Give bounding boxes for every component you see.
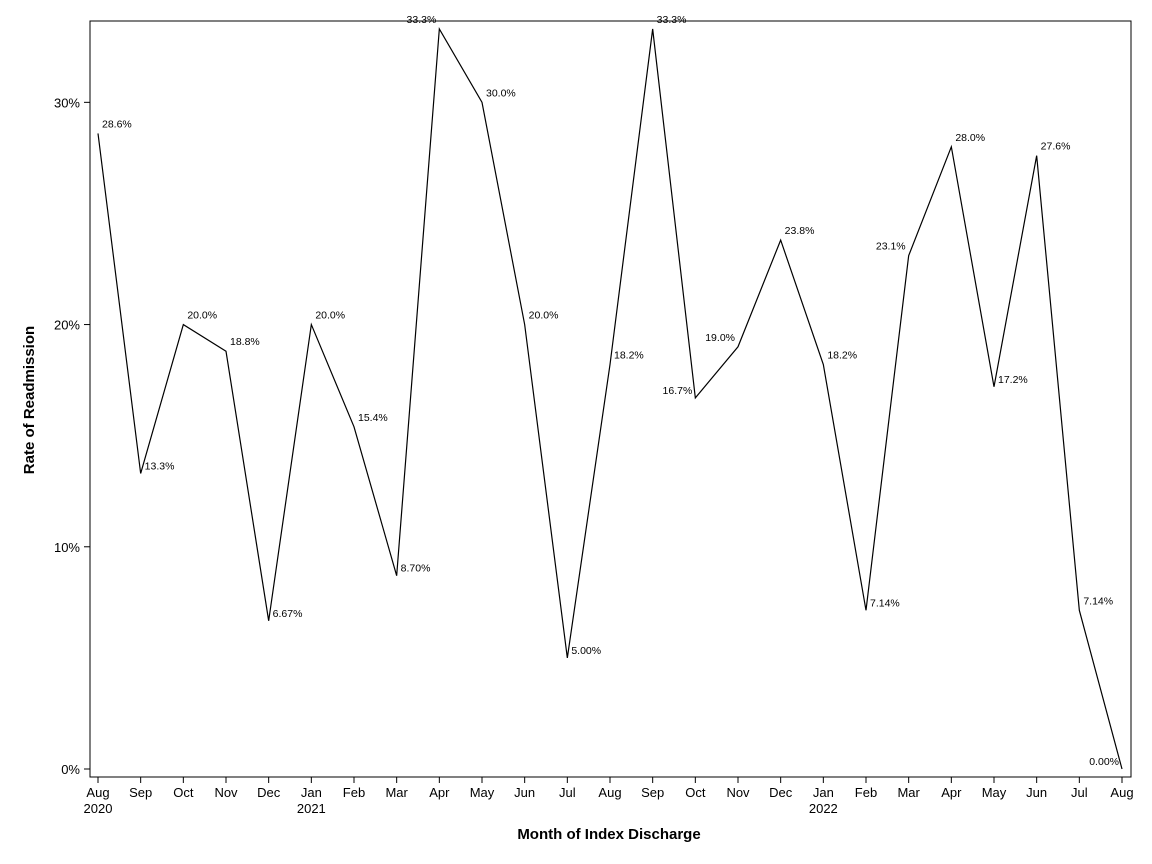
data-label-6: 15.4% <box>358 412 388 424</box>
data-labels: 28.6% 13.3% 20.0% 18.8% 6.67% 20.0% 15.4% 8.70%… <box>102 14 1119 768</box>
data-label-13: 33.3% <box>657 14 687 26</box>
x-tick-label-23: Jul <box>1071 785 1088 800</box>
series-group <box>97 27 1123 770</box>
x-tick-label-7: Mar <box>385 785 408 800</box>
x-tick-label-9: May <box>470 785 495 800</box>
data-label-17: 18.2% <box>827 350 857 362</box>
x-tick-label-6: Feb <box>343 785 365 800</box>
x-tick-label-13: Sep <box>641 785 664 800</box>
x-tick-label-3: Nov <box>214 785 238 800</box>
x-tick-label-10: Jun <box>514 785 535 800</box>
x-tick-label-22: Jun <box>1026 785 1047 800</box>
x-tick-label-21: May <box>982 785 1007 800</box>
data-label-19: 23.1% <box>876 241 906 253</box>
x-tick-label-20: Apr <box>941 785 962 800</box>
x-tick-label-1: Sep <box>129 785 152 800</box>
x-tick-label-14: Oct <box>685 785 706 800</box>
data-label-8: 33.3% <box>407 14 437 26</box>
x-tick-label-17: Jan <box>813 785 834 800</box>
x-tick-label-19: Mar <box>897 785 920 800</box>
data-label-20: 28.0% <box>955 132 985 144</box>
y-tick-label-2: 20% <box>54 318 80 333</box>
x-tick-label-18: Feb <box>855 785 877 800</box>
y-axis-title: Rate of Readmission <box>21 326 38 474</box>
data-label-23: 7.14% <box>1083 595 1113 607</box>
x-axis-title: Month of Index Discharge <box>517 826 700 843</box>
data-label-22: 27.6% <box>1041 141 1071 153</box>
data-label-7: 8.70% <box>401 563 431 575</box>
data-label-24: 0.00% <box>1089 756 1119 768</box>
x-tick-label-0: Aug <box>86 785 109 800</box>
data-label-3: 18.8% <box>230 336 260 348</box>
x-year-label-0: 2020 <box>84 801 113 816</box>
data-label-12: 18.2% <box>614 350 644 362</box>
data-label-1: 13.3% <box>145 460 175 472</box>
data-label-14: 16.7% <box>663 385 693 397</box>
y-tick-label-3: 30% <box>54 95 80 110</box>
x-tick-label-24: Aug <box>1110 785 1133 800</box>
data-label-9: 30.0% <box>486 87 516 99</box>
y-tick-label-0: 0% <box>61 762 80 777</box>
data-label-16: 23.8% <box>785 225 815 237</box>
y-tick-label-1: 10% <box>54 540 80 555</box>
x-tick-label-5: Jan <box>301 785 322 800</box>
data-label-15: 19.0% <box>705 332 735 344</box>
x-tick-label-11: Jul <box>559 785 576 800</box>
data-label-0: 28.6% <box>102 118 132 130</box>
x-tick-label-8: Apr <box>429 785 450 800</box>
y-axis: 0% 10% 20% 30% <box>54 95 90 777</box>
data-label-21: 17.2% <box>998 374 1028 386</box>
data-label-5: 20.0% <box>315 310 345 322</box>
data-label-11: 5.00% <box>571 645 601 657</box>
x-tick-label-12: Aug <box>598 785 621 800</box>
data-label-18: 7.14% <box>870 597 900 609</box>
x-tick-label-4: Dec <box>257 785 281 800</box>
x-year-label-17: 2022 <box>809 801 838 816</box>
x-year-label-5: 2021 <box>297 801 326 816</box>
x-tick-label-16: Dec <box>769 785 793 800</box>
data-label-2: 20.0% <box>187 310 217 322</box>
data-label-10: 20.0% <box>529 310 559 322</box>
data-label-4: 6.67% <box>273 608 303 620</box>
x-tick-label-15: Nov <box>726 785 750 800</box>
x-tick-label-2: Oct <box>173 785 194 800</box>
